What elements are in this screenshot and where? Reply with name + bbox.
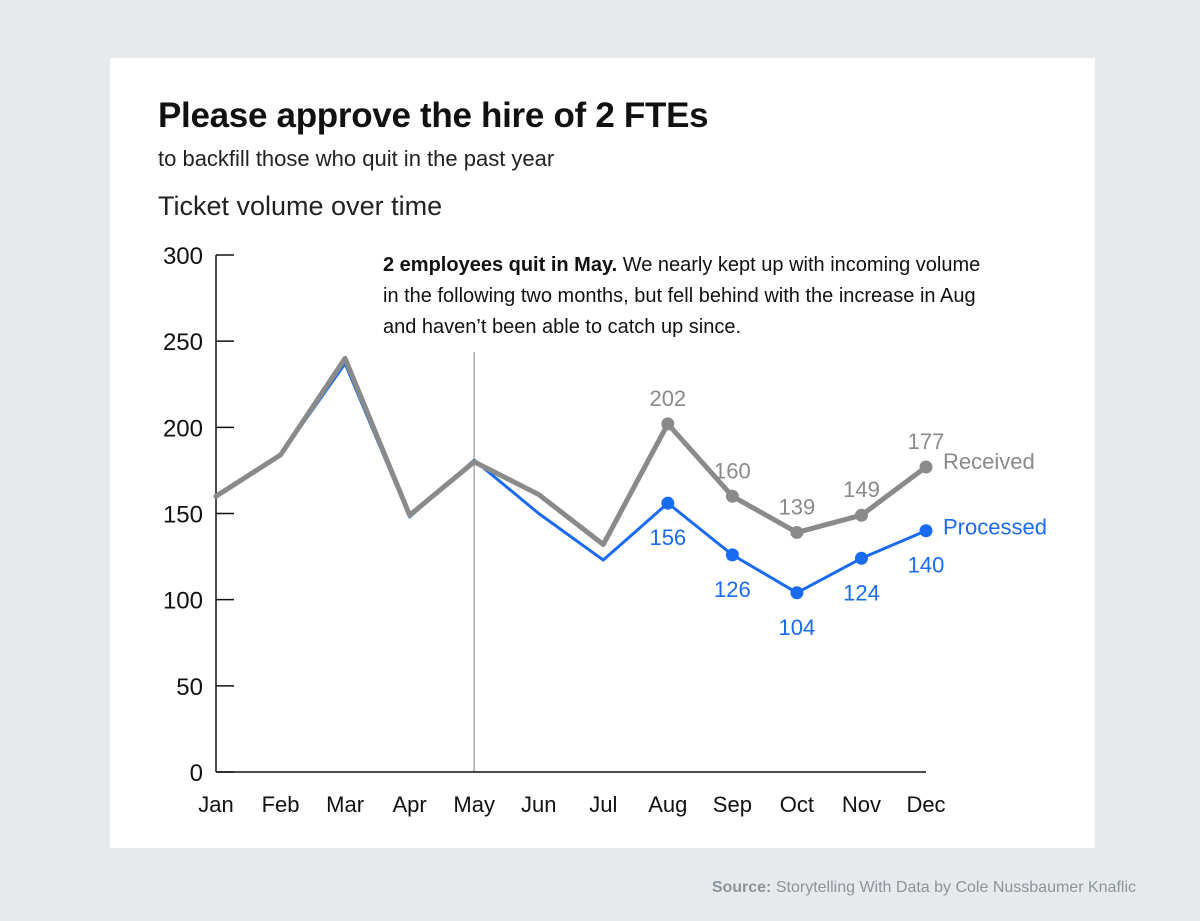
received-label-oct: 139	[779, 494, 816, 519]
x-tick-label-oct: Oct	[780, 792, 814, 817]
x-tick-label-aug: Aug	[648, 792, 687, 817]
source-note: Source: Storytelling With Data by Cole N…	[712, 879, 1136, 897]
processed-label-dec: 140	[908, 553, 945, 578]
processed-point-nov	[854, 551, 868, 565]
processed-label-sep: 126	[714, 577, 751, 602]
y-tick-label-50: 50	[176, 674, 203, 701]
received-label-sep: 160	[714, 458, 751, 483]
annotation-line-2: in the following two months, but fell be…	[383, 285, 976, 307]
x-tick-label-apr: Apr	[393, 792, 427, 817]
y-tick-label-250: 250	[163, 329, 203, 356]
processed-point-dec	[919, 524, 933, 538]
received-line	[213, 355, 929, 548]
processed-line	[214, 362, 928, 595]
x-tick-label-dec: Dec	[906, 792, 945, 817]
annotation-line-1-text: We nearly kept up with incoming volume	[623, 254, 981, 276]
processed-label-oct: 104	[779, 615, 816, 640]
chart-card: Please approve the hire of 2 FTEs to bac…	[110, 58, 1095, 848]
legend-received: Received	[943, 449, 1035, 474]
received-point-sep	[725, 489, 739, 503]
received-label-nov: 149	[843, 477, 880, 502]
received-label-aug: 202	[649, 386, 686, 411]
annotation-bold: 2 employees quit in May.	[383, 254, 617, 276]
x-tick-label-nov: Nov	[842, 792, 881, 817]
source-text: Storytelling With Data by Cole Nussbaume…	[775, 879, 1136, 896]
x-tick-label-may: May	[453, 792, 495, 817]
received-point-oct	[790, 525, 804, 539]
received-point-dec	[919, 460, 933, 474]
x-tick-label-jul: Jul	[589, 792, 617, 817]
received-label-dec: 177	[908, 429, 945, 454]
source-label: Source:	[711, 879, 772, 896]
x-tick-label-jun: Jun	[521, 792, 556, 817]
processed-point-oct	[790, 586, 804, 600]
y-tick-label-150: 150	[163, 502, 203, 529]
x-tick-label-mar: Mar	[326, 792, 364, 817]
processed-label-aug: 156	[649, 525, 686, 550]
received-point-aug	[661, 417, 675, 431]
x-tick-label-sep: Sep	[713, 792, 752, 817]
x-tick-label-jan: Jan	[198, 792, 233, 817]
y-tick-label-0: 0	[190, 760, 203, 787]
received-point-nov	[854, 508, 868, 522]
y-tick-label-300: 300	[163, 243, 203, 270]
legend-processed: Processed	[943, 515, 1047, 540]
y-tick-label-200: 200	[163, 415, 203, 442]
x-tick-label-feb: Feb	[262, 792, 300, 817]
processed-point-aug	[661, 496, 675, 510]
headline-subtitle: to backfill those who quit in the past y…	[158, 146, 555, 171]
annotation-line-3: and haven’t been able to catch up since.	[383, 316, 741, 338]
headline-title: Please approve the hire of 2 FTEs	[158, 96, 709, 135]
processed-label-nov: 124	[843, 580, 880, 605]
y-tick-label-100: 100	[163, 588, 203, 615]
processed-point-sep	[725, 548, 739, 562]
annotation-line-1: 2 employees quit in May. We nearly kept …	[383, 254, 980, 276]
chart-title: Ticket volume over time	[158, 191, 443, 221]
